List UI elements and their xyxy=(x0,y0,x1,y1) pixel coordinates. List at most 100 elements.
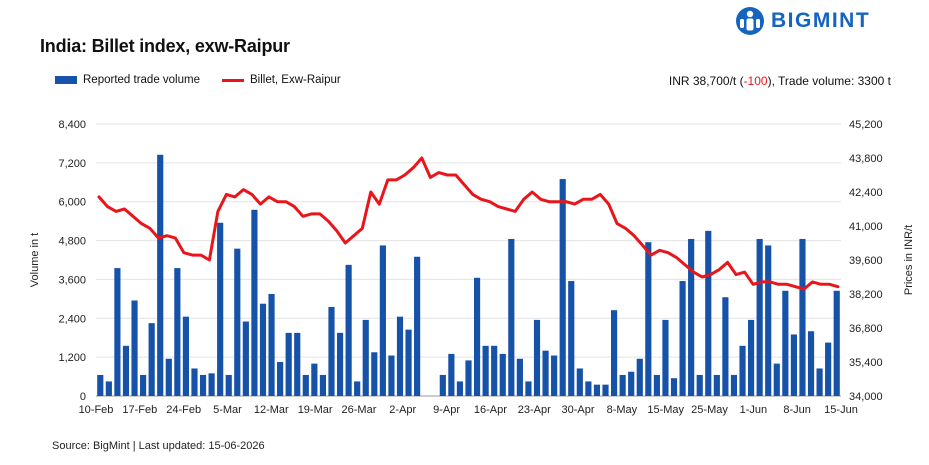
volume-bar xyxy=(748,320,754,396)
volume-bar xyxy=(97,375,103,396)
volume-bar xyxy=(560,179,566,396)
volume-bar xyxy=(149,323,155,396)
x-tick-label: 25-May xyxy=(691,404,728,416)
volume-bar xyxy=(568,281,574,396)
volume-bar xyxy=(765,245,771,396)
volume-bar xyxy=(774,364,780,396)
y-right-tick-label: 34,000 xyxy=(849,391,883,403)
x-tick-label: 23-Apr xyxy=(518,404,551,416)
source-note: Source: BigMint | Last updated: 15-06-20… xyxy=(52,440,265,452)
volume-bar xyxy=(106,381,112,396)
volume-bar xyxy=(817,368,823,396)
y-right-tick-label: 35,400 xyxy=(849,357,883,369)
volume-bar xyxy=(294,333,300,396)
x-tick-label: 8-May xyxy=(607,404,638,416)
y-right-tick-label: 41,000 xyxy=(849,221,883,233)
volume-bar xyxy=(585,381,591,396)
x-tick-label: 5-Mar xyxy=(213,404,242,416)
y-left-tick-label: 7,200 xyxy=(58,158,86,170)
volume-bar xyxy=(474,278,480,396)
volume-bar xyxy=(825,343,831,396)
volume-bar xyxy=(217,223,223,396)
volume-bar xyxy=(662,320,668,396)
x-tick-label: 24-Feb xyxy=(166,404,201,416)
x-tick-label: 1-Jun xyxy=(740,404,768,416)
volume-bar xyxy=(500,354,506,396)
volume-bar xyxy=(123,346,129,396)
volume-bar xyxy=(628,372,634,396)
volume-bar xyxy=(705,231,711,396)
volume-bar xyxy=(551,356,557,396)
volume-bar xyxy=(200,375,206,396)
volume-bar xyxy=(679,281,685,396)
y-left-tick-label: 1,200 xyxy=(58,352,86,364)
volume-bar xyxy=(483,346,489,396)
x-tick-label: 12-Mar xyxy=(254,404,289,416)
volume-bar xyxy=(183,317,189,396)
x-tick-label: 30-Apr xyxy=(562,404,595,416)
x-tick-label: 19-Mar xyxy=(298,404,333,416)
volume-bar xyxy=(697,375,703,396)
y-right-tick-label: 45,200 xyxy=(849,119,883,131)
volume-bar xyxy=(534,320,540,396)
volume-bar xyxy=(457,381,463,396)
volume-bar xyxy=(157,155,163,396)
volume-bar xyxy=(671,378,677,396)
volume-bar xyxy=(337,333,343,396)
volume-bar xyxy=(414,257,420,396)
y-left-tick-label: 0 xyxy=(80,391,86,403)
volume-bar xyxy=(388,356,394,396)
volume-bar xyxy=(722,297,728,396)
y-right-axis-title: Prices in INR/t xyxy=(903,225,915,295)
volume-bar xyxy=(525,381,531,396)
volume-bar xyxy=(714,375,720,396)
volume-bar xyxy=(542,351,548,396)
volume-bar xyxy=(346,265,352,396)
x-tick-label: 17-Feb xyxy=(122,404,157,416)
x-tick-label: 9-Apr xyxy=(433,404,460,416)
volume-bar xyxy=(234,249,240,396)
y-left-tick-label: 8,400 xyxy=(58,119,86,131)
volume-bar xyxy=(397,317,403,396)
volume-bar xyxy=(508,239,514,396)
volume-bar xyxy=(140,375,146,396)
y-right-tick-label: 42,400 xyxy=(849,187,883,199)
x-tick-label: 15-Jun xyxy=(824,404,858,416)
volume-bar xyxy=(380,245,386,396)
x-tick-label: 15-May xyxy=(647,404,684,416)
volume-bar xyxy=(303,375,309,396)
y-left-axis-title: Volume in t xyxy=(29,233,41,287)
volume-bar xyxy=(611,310,617,396)
volume-bar xyxy=(209,373,215,396)
volume-bar xyxy=(448,354,454,396)
volume-bar xyxy=(131,300,137,396)
x-tick-label: 16-Apr xyxy=(474,404,507,416)
volume-bar xyxy=(277,362,283,396)
volume-bar xyxy=(808,331,814,396)
volume-bar xyxy=(517,359,523,396)
y-left-tick-label: 3,600 xyxy=(58,274,86,286)
volume-bar xyxy=(757,239,763,396)
volume-bar xyxy=(782,291,788,396)
y-left-tick-label: 6,000 xyxy=(58,197,86,209)
volume-bar xyxy=(114,268,120,396)
volume-bar xyxy=(594,385,600,396)
volume-bar xyxy=(620,375,626,396)
y-left-tick-label: 2,400 xyxy=(58,313,86,325)
x-tick-label: 2-Apr xyxy=(389,404,416,416)
volume-bar xyxy=(791,334,797,396)
y-left-tick-label: 4,800 xyxy=(58,236,86,248)
y-right-tick-label: 36,800 xyxy=(849,323,883,335)
volume-bar xyxy=(654,375,660,396)
price-line xyxy=(99,158,838,289)
volume-bar xyxy=(731,375,737,396)
volume-bar xyxy=(799,239,805,396)
volume-bar xyxy=(834,291,840,396)
volume-bar xyxy=(602,385,608,396)
volume-bar xyxy=(637,359,643,396)
volume-bar xyxy=(268,294,274,396)
volume-bar xyxy=(577,368,583,396)
x-tick-label: 26-Mar xyxy=(342,404,377,416)
volume-bar xyxy=(260,304,266,396)
